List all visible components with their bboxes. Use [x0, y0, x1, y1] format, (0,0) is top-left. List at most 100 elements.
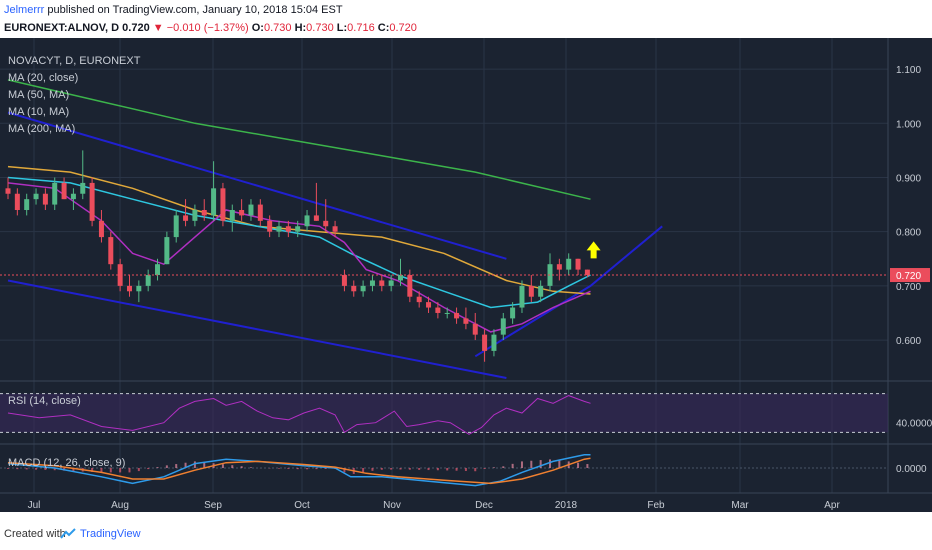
- candle-body: [14, 193, 20, 210]
- legend-ma10: MA (10, MA): [8, 106, 69, 118]
- y-tick-label: 1.100: [896, 65, 921, 76]
- chart-svg[interactable]: Jul Aug Sep Oct Nov Dec 2018 Feb Mar Apr 1.100 1.00…: [0, 38, 932, 512]
- candle-body: [566, 258, 572, 270]
- legend-ma200: MA (200, MA): [8, 123, 75, 135]
- created-with-text: Created with: [4, 528, 66, 540]
- rsi-tick-label: 40.0000: [896, 419, 932, 430]
- candle-body: [463, 318, 469, 324]
- macd-signal-line: [7, 457, 591, 485]
- low-value: 0.716: [347, 22, 375, 34]
- candle-body: [98, 220, 104, 238]
- x-tick-label: Dec: [475, 500, 493, 511]
- candle-body: [538, 285, 544, 297]
- rsi-line: [7, 395, 591, 435]
- candle-body: [183, 215, 189, 221]
- last-price-label: 0.720: [896, 271, 921, 282]
- candle-body: [295, 226, 301, 232]
- legend-ma20: MA (20, close): [8, 72, 78, 84]
- candle-body: [547, 264, 553, 286]
- candle-body: [472, 323, 478, 335]
- candle-body: [510, 307, 516, 319]
- open-label: O:: [251, 22, 264, 34]
- chart-area[interactable]: Jul Aug Sep Oct Nov Dec 2018 Feb Mar Apr 1.100 1.00…: [0, 38, 932, 512]
- candle-body: [126, 285, 132, 292]
- channel-lower-line: [7, 279, 507, 379]
- x-tick-label: Sep: [204, 500, 222, 511]
- candle-body: [369, 280, 375, 286]
- candle-body: [351, 285, 357, 292]
- y-tick-label: 0.900: [896, 173, 921, 184]
- close-label: C:: [377, 22, 390, 34]
- macd-tick-label: 0.0000: [896, 464, 927, 475]
- candle-body: [24, 199, 30, 210]
- candle-body: [201, 210, 207, 216]
- channel-upper-line: [7, 111, 507, 260]
- down-arrow-icon: ▼: [152, 22, 164, 34]
- candle-body: [33, 193, 39, 200]
- x-tick-label: Aug: [111, 500, 129, 511]
- last-price-tag: [890, 268, 930, 283]
- y-tick-label: 0.700: [896, 282, 921, 293]
- x-tick-label: 2018: [555, 500, 578, 511]
- open-value: 0.730: [263, 22, 292, 34]
- candle-body: [155, 264, 161, 276]
- candle-body: [482, 334, 488, 351]
- candle-body: [42, 193, 48, 205]
- candle-body: [80, 182, 86, 194]
- publish-line: Jelmerrr published on TradingView.com, J…: [4, 4, 343, 16]
- high-label: H:: [294, 22, 307, 34]
- candle-body: [248, 204, 254, 216]
- candle-body: [519, 285, 525, 308]
- candle-body: [388, 280, 394, 286]
- candle-body: [52, 182, 58, 205]
- candle-body: [435, 307, 441, 313]
- candle-body: [528, 285, 534, 297]
- candle-body: [267, 220, 273, 232]
- up-arrow-icon: [586, 241, 601, 259]
- candle-body: [575, 258, 581, 270]
- candle-body: [556, 264, 562, 270]
- x-tick-label: Jul: [28, 500, 41, 511]
- candle-body: [173, 215, 179, 238]
- candle-body: [211, 188, 217, 216]
- candle-body: [444, 312, 450, 314]
- published-text: published on TradingView.com, January 10…: [47, 4, 343, 16]
- x-tick-label: Feb: [647, 500, 665, 511]
- candle-body: [229, 210, 235, 221]
- candle-body: [360, 285, 366, 292]
- candle-body: [239, 210, 245, 216]
- y-tick-label: 1.000: [896, 119, 921, 130]
- rsi-band: [0, 393, 888, 433]
- last-price: 0.720: [122, 22, 150, 34]
- candle-body: [341, 275, 347, 286]
- candle-body: [220, 188, 226, 221]
- candle-body: [192, 210, 198, 221]
- candle-body: [416, 296, 422, 303]
- candle-body: [145, 275, 151, 286]
- candle-body: [108, 237, 114, 265]
- footer: Created with TradingView: [0, 512, 932, 550]
- rsi-label: RSI (14, close): [8, 395, 81, 407]
- candle-body: [257, 204, 263, 221]
- y-tick-label: 0.800: [896, 228, 921, 239]
- candle-body: [61, 182, 67, 200]
- candle-body: [407, 275, 413, 297]
- candle-body: [454, 312, 460, 319]
- tradingview-link[interactable]: TradingView: [80, 528, 141, 540]
- ma10-line: [7, 182, 591, 333]
- low-label: L:: [336, 22, 348, 34]
- symbol-line: EURONEXT:ALNOV, D 0.720 ▼ −0.010 (−1.37%…: [4, 22, 417, 34]
- author-link[interactable]: Jelmerrr: [4, 4, 45, 16]
- candle-body: [323, 220, 329, 227]
- legend-title: NOVACYT, D, EURONEXT: [8, 55, 141, 67]
- candle-body: [136, 285, 142, 292]
- trend-support-line: [474, 225, 663, 358]
- candle-body: [89, 182, 95, 221]
- y-tick-label: 0.600: [896, 336, 921, 347]
- tradingview-logo-icon: [60, 528, 76, 539]
- macd-line: [7, 454, 591, 487]
- candle-body: [397, 275, 403, 281]
- candle-body: [426, 302, 432, 308]
- legend-ma50: MA (50, MA): [8, 89, 69, 101]
- publish-header: Jelmerrr published on TradingView.com, J…: [0, 0, 932, 38]
